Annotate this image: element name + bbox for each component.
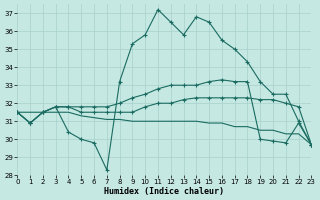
X-axis label: Humidex (Indice chaleur): Humidex (Indice chaleur)	[104, 187, 224, 196]
